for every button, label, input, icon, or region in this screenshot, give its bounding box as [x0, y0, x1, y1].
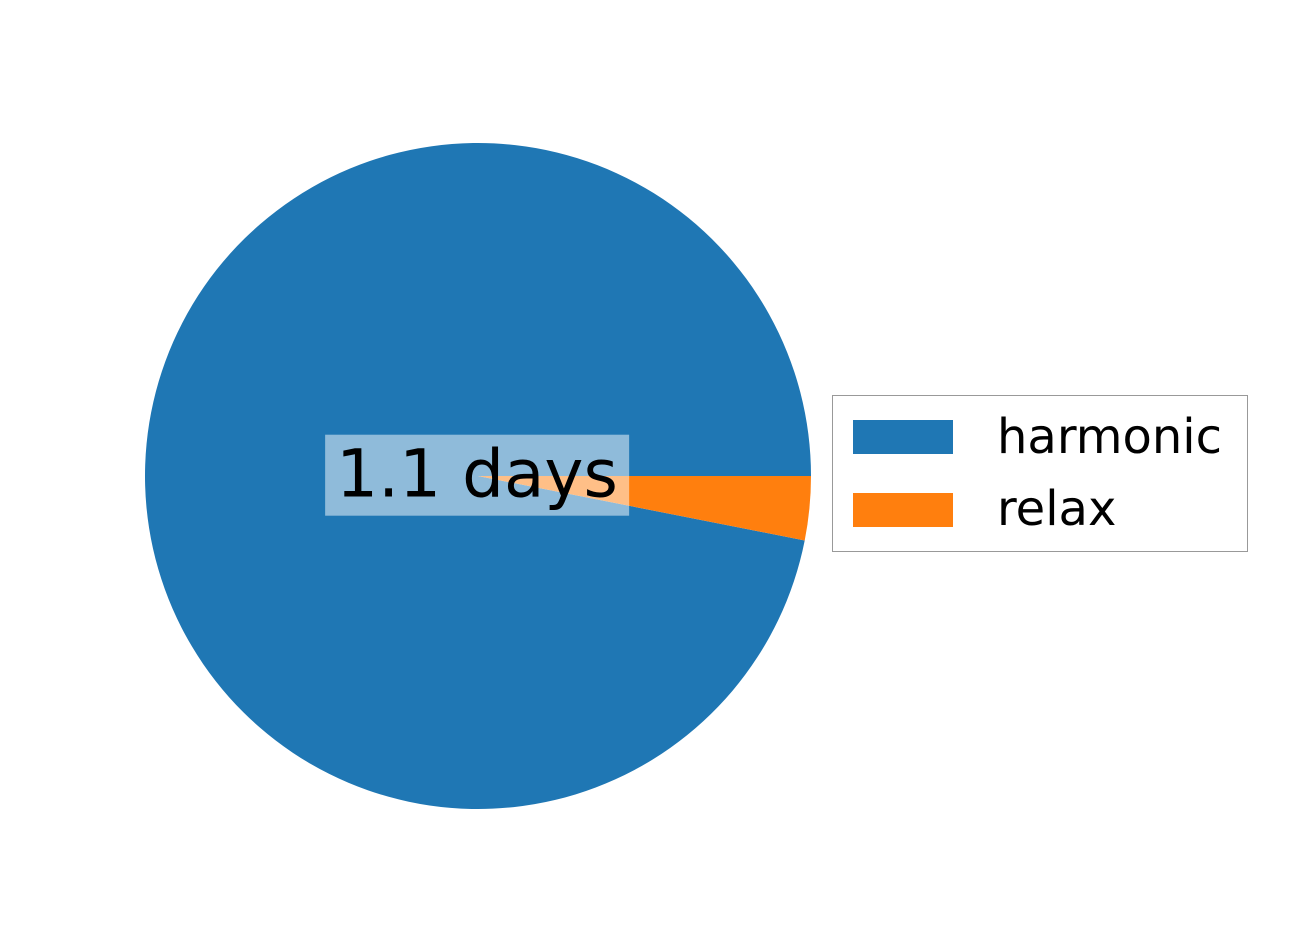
legend: harmonic relax — [832, 395, 1248, 552]
legend-label-relax: relax — [997, 481, 1117, 538]
legend-swatch-harmonic-icon — [853, 420, 953, 455]
legend-entry-harmonic: harmonic — [853, 411, 1227, 464]
legend-entry-relax: relax — [853, 483, 1227, 536]
legend-label-harmonic: harmonic — [997, 408, 1222, 465]
pie-center-annotation: 1.1 days — [325, 434, 629, 516]
legend-swatch-relax-icon — [853, 492, 953, 527]
